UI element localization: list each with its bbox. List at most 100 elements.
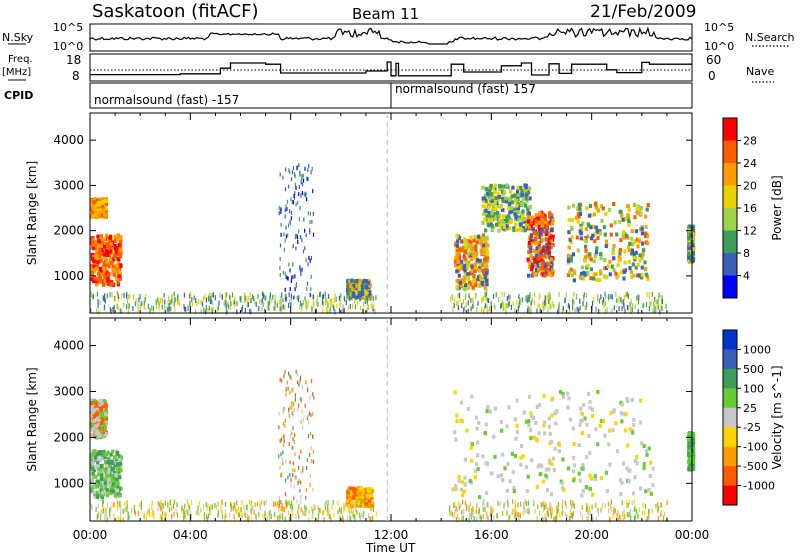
range-cell bbox=[455, 506, 457, 512]
range-cell bbox=[107, 264, 111, 269]
range-cell bbox=[317, 504, 319, 510]
range-cell bbox=[289, 374, 291, 379]
range-cell bbox=[573, 299, 575, 305]
range-cell bbox=[349, 296, 351, 301]
range-cell bbox=[485, 264, 489, 269]
range-cell bbox=[357, 286, 361, 291]
range-cell bbox=[331, 302, 333, 308]
range-cell bbox=[286, 276, 289, 281]
range-cell bbox=[324, 501, 326, 507]
range-cell bbox=[584, 227, 588, 232]
range-cell bbox=[567, 205, 571, 210]
range-cell bbox=[97, 239, 101, 243]
range-cell bbox=[283, 407, 285, 411]
range-cell bbox=[294, 174, 296, 179]
range-cell bbox=[549, 505, 551, 511]
range-cell bbox=[318, 507, 320, 513]
range-cell bbox=[599, 252, 603, 257]
range-cell bbox=[660, 512, 662, 518]
range-cell bbox=[484, 292, 486, 298]
range-cell bbox=[472, 297, 474, 303]
range-cell bbox=[474, 469, 478, 474]
range-cell bbox=[535, 438, 539, 443]
range-cell bbox=[281, 503, 283, 509]
range-cell bbox=[253, 510, 255, 515]
range-cell bbox=[339, 515, 341, 521]
range-cell bbox=[616, 263, 620, 268]
range-cell bbox=[532, 272, 536, 276]
range-cell bbox=[332, 304, 334, 309]
range-cell bbox=[508, 294, 510, 300]
range-cell bbox=[117, 454, 121, 459]
range-cell bbox=[456, 507, 458, 513]
range-cell bbox=[343, 307, 345, 313]
range-cell bbox=[292, 166, 294, 170]
range-cell bbox=[660, 502, 663, 508]
range-cell bbox=[482, 247, 486, 252]
range-cell bbox=[636, 295, 638, 301]
range-cell bbox=[580, 265, 585, 270]
range-cell bbox=[346, 282, 350, 287]
range-cell bbox=[192, 301, 194, 306]
range-cell bbox=[212, 306, 214, 312]
range-cell bbox=[513, 217, 518, 222]
range-cell bbox=[298, 229, 300, 234]
range-cell bbox=[594, 205, 598, 210]
range-cell bbox=[489, 471, 494, 476]
range-cell bbox=[104, 460, 108, 465]
range-cell bbox=[486, 511, 488, 517]
range-cell bbox=[488, 298, 490, 303]
range-cell bbox=[110, 260, 114, 265]
range-cell bbox=[319, 292, 321, 298]
range-cell bbox=[691, 236, 695, 241]
range-cell bbox=[623, 303, 625, 309]
range-cell bbox=[338, 295, 340, 301]
range-cell bbox=[162, 516, 164, 522]
range-cell bbox=[463, 457, 467, 462]
range-cell bbox=[111, 292, 113, 298]
range-cell bbox=[97, 211, 102, 215]
range-cell bbox=[595, 502, 597, 508]
range-cell bbox=[512, 228, 516, 232]
range-cell bbox=[119, 308, 121, 314]
range-cell bbox=[474, 260, 479, 265]
range-cell bbox=[569, 515, 571, 521]
range-cell bbox=[500, 302, 502, 308]
range-cell bbox=[302, 468, 304, 473]
range-cell bbox=[241, 513, 243, 519]
range-cell bbox=[95, 490, 99, 495]
range-cell bbox=[455, 413, 459, 418]
range-cell bbox=[542, 507, 544, 513]
range-cell bbox=[455, 279, 459, 283]
freq-tick-top: 18 bbox=[66, 53, 81, 67]
range-cell bbox=[530, 215, 535, 220]
range-cell bbox=[569, 509, 571, 515]
range-cell bbox=[578, 229, 582, 234]
range-cell bbox=[495, 210, 500, 215]
range-cell bbox=[546, 267, 550, 272]
range-cell bbox=[308, 255, 310, 260]
range-cell bbox=[289, 219, 291, 224]
colorbar-swatch bbox=[723, 140, 737, 164]
colorbar-tick-label: 4 bbox=[743, 270, 750, 283]
range-cell bbox=[338, 507, 341, 513]
range-cell bbox=[369, 493, 373, 498]
range-cell bbox=[567, 396, 571, 401]
range-cell bbox=[521, 217, 525, 222]
range-cell bbox=[353, 488, 358, 493]
range-cell bbox=[92, 427, 96, 431]
range-cell bbox=[217, 501, 219, 507]
range-cell bbox=[346, 498, 350, 503]
range-cell bbox=[634, 250, 638, 255]
range-cell bbox=[297, 407, 299, 412]
range-cell bbox=[588, 405, 592, 410]
range-cell bbox=[545, 254, 549, 259]
range-cell bbox=[110, 488, 114, 492]
range-cell bbox=[588, 204, 593, 208]
range-cell bbox=[586, 234, 590, 239]
range-cell bbox=[202, 296, 204, 302]
range-cell bbox=[255, 301, 257, 307]
range-cell bbox=[227, 301, 229, 307]
range-cell bbox=[457, 513, 459, 519]
range-cell bbox=[90, 268, 94, 273]
